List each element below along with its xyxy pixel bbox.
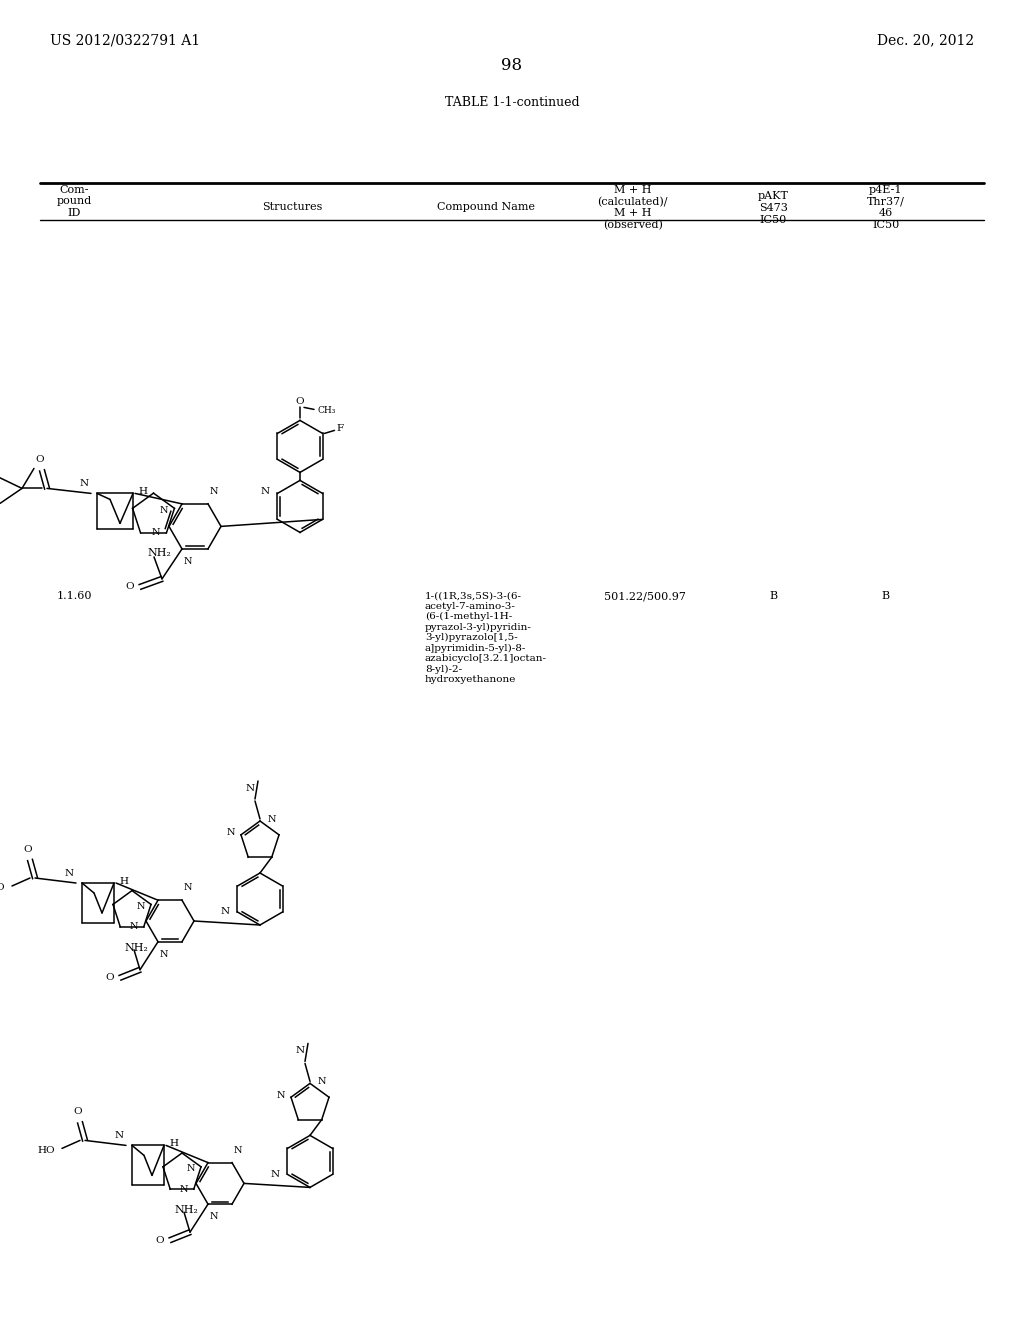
Text: N: N <box>210 487 218 496</box>
Text: O: O <box>125 582 134 591</box>
Text: HO: HO <box>37 1146 55 1155</box>
Text: 1.1.60: 1.1.60 <box>56 591 92 602</box>
Text: N: N <box>160 950 169 958</box>
Text: O: O <box>105 973 114 982</box>
Text: N: N <box>136 902 145 911</box>
Text: O: O <box>156 1236 164 1245</box>
Text: N: N <box>152 528 161 537</box>
Text: US 2012/0322791 A1: US 2012/0322791 A1 <box>50 33 200 48</box>
Text: B: B <box>882 591 890 602</box>
Text: CH₃: CH₃ <box>318 407 336 414</box>
Text: Com-
pound
ID: Com- pound ID <box>56 185 91 218</box>
Text: N: N <box>186 1164 195 1173</box>
Text: H: H <box>169 1139 178 1148</box>
Text: N: N <box>260 487 269 496</box>
Text: 501.22/500.97: 501.22/500.97 <box>604 591 686 602</box>
Text: p4E-1
Thr37/
46
IC50: p4E-1 Thr37/ 46 IC50 <box>867 185 904 230</box>
Text: N: N <box>270 1170 280 1179</box>
Text: N: N <box>129 923 138 932</box>
Text: Compound Name: Compound Name <box>437 202 536 213</box>
Text: N: N <box>220 908 229 916</box>
Text: M + H
(calculated)/
M + H
(observed): M + H (calculated)/ M + H (observed) <box>598 185 668 231</box>
Text: NH₂: NH₂ <box>174 1205 198 1216</box>
Text: N: N <box>276 1090 285 1100</box>
Text: N: N <box>296 1047 304 1056</box>
Text: N: N <box>226 829 234 837</box>
Text: N: N <box>246 784 255 793</box>
Text: N: N <box>160 506 168 515</box>
Text: N: N <box>115 1131 124 1140</box>
Text: N: N <box>268 814 276 824</box>
Text: O: O <box>296 397 304 407</box>
Text: H: H <box>138 487 147 496</box>
Text: N: N <box>65 869 74 878</box>
Text: Structures: Structures <box>262 202 322 213</box>
Text: O: O <box>36 455 44 465</box>
Text: N: N <box>184 557 193 566</box>
Text: pAKT
S473
IC50: pAKT S473 IC50 <box>758 191 788 224</box>
Text: 98: 98 <box>502 57 522 74</box>
Text: Dec. 20, 2012: Dec. 20, 2012 <box>877 33 974 48</box>
Text: N: N <box>179 1184 187 1193</box>
Text: 1-((1R,3s,5S)-3-(6-
acetyl-7-amino-3-
(6-(1-methyl-1H-
pyrazol-3-yl)pyridin-
3-y: 1-((1R,3s,5S)-3-(6- acetyl-7-amino-3- (6… <box>425 591 547 684</box>
Text: HO: HO <box>0 883 5 892</box>
Text: O: O <box>24 845 33 854</box>
Text: TABLE 1-1-continued: TABLE 1-1-continued <box>444 96 580 110</box>
Text: N: N <box>234 1146 243 1155</box>
Text: F: F <box>337 424 344 433</box>
Text: O: O <box>74 1107 82 1117</box>
Text: NH₂: NH₂ <box>124 942 147 953</box>
Text: NH₂: NH₂ <box>147 548 171 558</box>
Text: N: N <box>318 1077 327 1086</box>
Text: N: N <box>184 883 193 892</box>
Text: B: B <box>769 591 777 602</box>
Text: H: H <box>119 876 128 886</box>
Text: N: N <box>80 479 89 488</box>
Text: N: N <box>210 1212 218 1221</box>
